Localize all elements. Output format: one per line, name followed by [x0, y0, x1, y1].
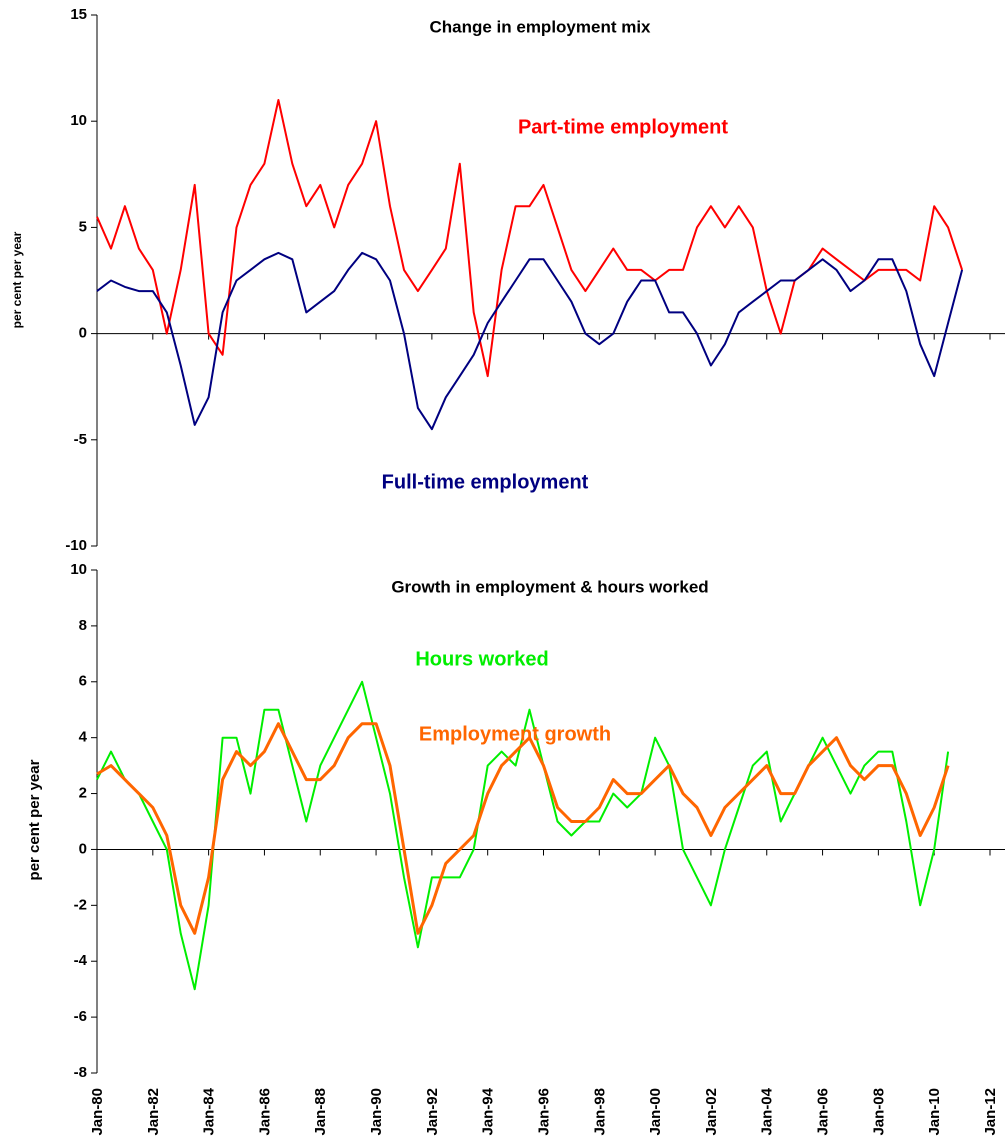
- x-tick-label: Jan-80: [89, 1088, 106, 1136]
- x-tick-label: Jan-98: [591, 1088, 608, 1136]
- x-tick-label: Jan-86: [256, 1088, 273, 1136]
- x-tick-label: Jan-82: [145, 1088, 162, 1136]
- y-tick-label: -2: [74, 896, 87, 913]
- y-tick-label: 10: [70, 561, 87, 578]
- y-tick-label: 0: [79, 840, 87, 857]
- series-label: Hours worked: [415, 648, 548, 670]
- y-tick-label: 4: [79, 729, 88, 746]
- y-tick-label: 6: [79, 673, 87, 690]
- chart-title: Change in employment mix: [429, 17, 651, 36]
- x-tick-label: Jan-96: [535, 1088, 552, 1136]
- x-tick-label: Jan-04: [759, 1087, 776, 1135]
- x-tick-label: Jan-06: [815, 1088, 832, 1136]
- y-tick-label: 10: [70, 112, 87, 129]
- y-tick-label: 2: [79, 785, 87, 802]
- x-tick-label: Jan-00: [647, 1088, 664, 1136]
- y-tick-label: 0: [79, 325, 87, 342]
- x-tick-label: Jan-92: [424, 1088, 441, 1136]
- y-tick-label: -10: [65, 537, 87, 554]
- x-tick-label: Jan-02: [703, 1088, 720, 1136]
- x-tick-label: Jan-10: [926, 1088, 943, 1136]
- x-tick-label: Jan-84: [201, 1087, 218, 1135]
- x-tick-label: Jan-12: [982, 1088, 999, 1136]
- y-tick-label: -4: [74, 952, 88, 969]
- x-tick-label: Jan-08: [870, 1088, 887, 1136]
- series-line: [96, 99, 964, 378]
- series-label: Part-time employment: [518, 116, 728, 138]
- series-label: Full-time employment: [382, 471, 589, 493]
- series-line: [96, 722, 950, 935]
- y-axis-label: per cent per year: [26, 759, 43, 880]
- series-line: [96, 251, 964, 431]
- y-tick-label: 5: [79, 218, 87, 235]
- series-label: Employment growth: [419, 723, 611, 745]
- y-tick-label: -6: [74, 1008, 87, 1025]
- chart-title: Growth in employment & hours worked: [391, 577, 708, 596]
- y-tick-label: 15: [70, 6, 87, 23]
- x-tick-label: Jan-90: [368, 1088, 385, 1136]
- y-tick-label: -8: [74, 1064, 87, 1081]
- y-tick-label: 8: [79, 617, 87, 634]
- x-tick-label: Jan-94: [480, 1087, 497, 1135]
- y-axis-label: per cent per year: [10, 231, 24, 328]
- y-tick-label: -5: [74, 431, 87, 448]
- x-tick-label: Jan-88: [312, 1088, 329, 1136]
